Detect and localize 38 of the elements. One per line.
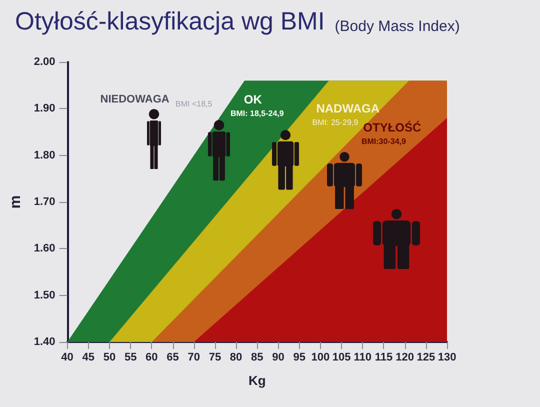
y-tick-label: 1.60 [34, 242, 56, 255]
annotation: BMI:30-34,9 [361, 136, 406, 146]
x-tick-label: 110 [354, 352, 372, 364]
y-tick-label: 1.70 [34, 196, 56, 208]
annotation: BMI: 18,5-24,9 [230, 108, 284, 118]
y-axis-title: m [7, 195, 24, 209]
x-tick-label: 85 [251, 352, 264, 364]
x-tick-label: 95 [293, 352, 306, 364]
y-tick-label: 1.90 [34, 102, 56, 115]
x-tick-label: 125 [416, 352, 436, 364]
x-tick-label: 105 [332, 352, 351, 364]
x-tick-label: 115 [374, 352, 393, 364]
x-tick-label: 70 [188, 352, 200, 364]
x-tick-label: 120 [396, 352, 414, 364]
chart-subtitle: (Body Mass Index) [334, 18, 460, 35]
x-tick-label: 40 [61, 352, 74, 364]
x-tick-label: 60 [146, 352, 158, 364]
y-tick-label: 2.00 [34, 56, 56, 68]
x-tick-label: 100 [311, 352, 330, 364]
chart-title: Otyłość-klasyfikacja wg BMI [15, 8, 325, 36]
y-tick-label: 1.50 [34, 289, 56, 302]
y-tick-label: 1.40 [34, 336, 56, 348]
y-tick-label: 1.80 [34, 149, 56, 162]
x-tick-label: 75 [208, 352, 222, 364]
annotation: BMI <18,5 [176, 100, 213, 108]
annotation: OK [244, 92, 262, 106]
x-tick-label: 45 [82, 352, 95, 364]
x-tick-label: 55 [124, 352, 137, 364]
annotation: BMI: 25-29,9 [312, 118, 359, 128]
x-tick-label: 90 [272, 352, 284, 364]
x-tick-label: 65 [166, 352, 179, 364]
annotation: OTYŁOŚĆ [363, 120, 422, 134]
x-tick-label: 50 [103, 352, 116, 364]
annotation: NIEDOWAGA [100, 93, 170, 106]
x-tick-label: 80 [230, 352, 242, 364]
x-axis-title: Kg [248, 373, 266, 388]
annotation: NADWAGA [316, 102, 380, 116]
x-tick-label: 130 [438, 352, 456, 364]
